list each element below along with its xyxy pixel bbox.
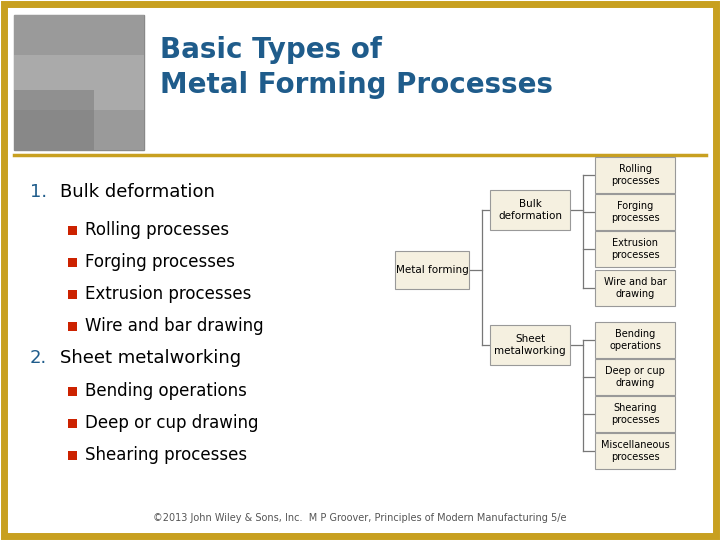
FancyBboxPatch shape [395, 251, 469, 289]
Text: Deep or cup
drawing: Deep or cup drawing [605, 366, 665, 388]
Bar [68, 322, 77, 331]
Bar [14, 55, 144, 110]
Text: Sheet
metalworking: Sheet metalworking [494, 334, 566, 356]
Text: Extrusion
processes: Extrusion processes [611, 238, 660, 260]
FancyBboxPatch shape [490, 190, 570, 230]
Text: Metal Forming Processes: Metal Forming Processes [160, 71, 553, 99]
Text: Sheet metalworking: Sheet metalworking [60, 349, 241, 367]
FancyBboxPatch shape [595, 322, 675, 358]
Text: Wire and bar
drawing: Wire and bar drawing [603, 277, 667, 299]
Text: Rolling processes: Rolling processes [85, 221, 229, 239]
Bar [68, 419, 77, 428]
Text: Rolling
processes: Rolling processes [611, 164, 660, 186]
Text: 2.: 2. [30, 349, 48, 367]
Bar [14, 90, 94, 150]
FancyBboxPatch shape [14, 15, 144, 150]
Text: Bulk
deformation: Bulk deformation [498, 199, 562, 221]
Text: Forging processes: Forging processes [85, 253, 235, 271]
Text: Metal forming: Metal forming [395, 265, 469, 275]
FancyBboxPatch shape [490, 325, 570, 365]
Text: Bulk deformation: Bulk deformation [60, 183, 215, 201]
FancyBboxPatch shape [595, 396, 675, 432]
Text: ©2013 John Wiley & Sons, Inc.  M P Groover, Principles of Modern Manufacturing 5: ©2013 John Wiley & Sons, Inc. M P Groove… [153, 513, 567, 523]
Text: Shearing processes: Shearing processes [85, 446, 247, 464]
Text: Basic Types of: Basic Types of [160, 36, 382, 64]
Text: Wire and bar drawing: Wire and bar drawing [85, 317, 264, 335]
Text: Shearing
processes: Shearing processes [611, 403, 660, 425]
FancyBboxPatch shape [595, 433, 675, 469]
Bar [68, 226, 77, 235]
Text: 1.: 1. [30, 183, 47, 201]
FancyBboxPatch shape [595, 157, 675, 193]
Text: Bending operations: Bending operations [85, 382, 247, 400]
FancyBboxPatch shape [595, 359, 675, 395]
Bar [14, 15, 144, 150]
FancyBboxPatch shape [595, 270, 675, 306]
Bar [68, 387, 77, 396]
Text: Forging
processes: Forging processes [611, 201, 660, 223]
Text: Extrusion processes: Extrusion processes [85, 285, 251, 303]
Bar [68, 258, 77, 267]
Bar [68, 290, 77, 299]
FancyBboxPatch shape [595, 231, 675, 267]
FancyBboxPatch shape [595, 194, 675, 230]
Text: Bending
operations: Bending operations [609, 329, 661, 351]
Bar [68, 451, 77, 460]
Text: Deep or cup drawing: Deep or cup drawing [85, 414, 258, 432]
Text: Miscellaneous
processes: Miscellaneous processes [600, 440, 670, 462]
